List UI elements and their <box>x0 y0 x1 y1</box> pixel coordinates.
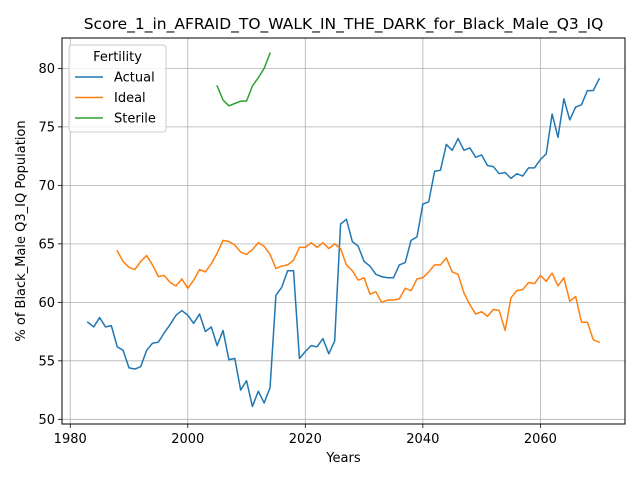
x-tick-label: 2000 <box>171 432 204 447</box>
y-tick-label: 75 <box>38 120 55 135</box>
y-tick-label: 65 <box>38 237 55 252</box>
legend: Fertility Actual Ideal Sterile <box>68 44 167 133</box>
x-tick-label: 2060 <box>524 432 557 447</box>
plot-area-frame <box>61 37 626 425</box>
legend-title: Fertility <box>93 50 142 65</box>
y-axis-label: % of Black_Male Q3_IQ Population <box>14 120 29 341</box>
y-tick-label: 50 <box>38 413 55 428</box>
y-tick-label: 70 <box>38 179 55 194</box>
data-series <box>86 52 601 408</box>
y-axis-ticks: 50 55 60 65 70 75 80 <box>38 62 62 428</box>
legend-label-actual: Actual <box>114 71 155 86</box>
legend-entries: Actual Ideal Sterile <box>75 71 156 127</box>
legend-box <box>68 44 167 133</box>
legend-label-ideal: Ideal <box>114 91 146 106</box>
x-axis-ticks: 1980 2000 2020 2040 2060 <box>54 424 557 447</box>
series-line-sterile <box>216 52 272 107</box>
x-tick-label: 2020 <box>289 432 322 447</box>
legend-label-sterile: Sterile <box>114 112 156 127</box>
series-line-ideal <box>116 239 601 344</box>
y-tick-label: 80 <box>38 62 55 77</box>
y-tick-label: 55 <box>38 354 55 369</box>
x-axis-label: Years <box>325 451 361 466</box>
grid-lines <box>62 38 625 424</box>
x-tick-label: 1980 <box>54 432 87 447</box>
y-tick-label: 60 <box>38 296 55 311</box>
series-line-actual <box>86 77 601 408</box>
x-tick-label: 2040 <box>406 432 439 447</box>
chart-title: Score_1_in_AFRAID_TO_WALK_IN_THE_DARK_fo… <box>84 15 604 34</box>
